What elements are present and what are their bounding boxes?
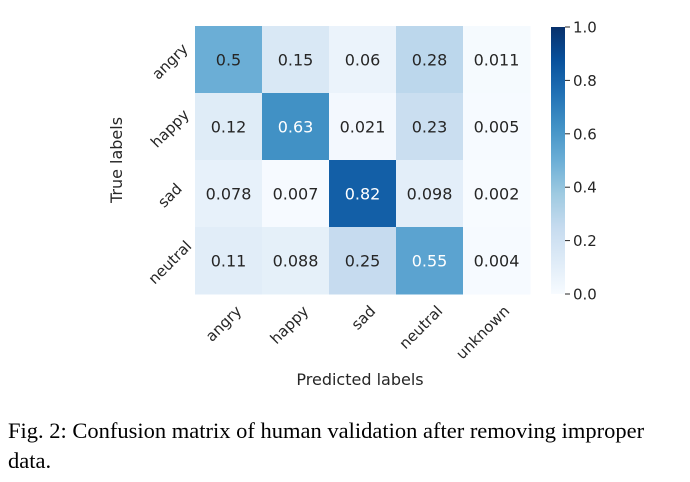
x-tick-label: unknown bbox=[452, 302, 513, 363]
colorbar-tick-label: 0.6 bbox=[573, 125, 597, 143]
x-tick-label: happy bbox=[267, 302, 313, 348]
caption-text: Confusion matrix of human validation aft… bbox=[8, 418, 650, 473]
heatmap-cell bbox=[396, 26, 464, 94]
y-tick-label: sad bbox=[154, 180, 185, 211]
heatmap-cell bbox=[463, 26, 531, 94]
cell-value-label: 0.098 bbox=[407, 185, 453, 204]
heatmap-cell bbox=[329, 26, 397, 94]
heatmap-cell-labels: 0.5 0.15 0.06 0.28 0.011 0.12 0.63 0.021 0.23 0.0… bbox=[206, 51, 520, 271]
heatmap-cell bbox=[329, 227, 397, 295]
heatmap-cell bbox=[262, 93, 330, 161]
colorbar-tick-label: 1.0 bbox=[573, 19, 597, 37]
heatmap-cell bbox=[396, 93, 464, 161]
colorbar-tick-label: 0.8 bbox=[573, 72, 597, 90]
cell-value-label: 0.15 bbox=[278, 51, 314, 70]
heatmap-cell bbox=[262, 227, 330, 295]
cell-value-label: 0.28 bbox=[412, 51, 448, 70]
x-tick-label: angry bbox=[202, 302, 245, 345]
heatmap-cell bbox=[396, 227, 464, 295]
confusion-matrix-figure: 0.5 0.15 0.06 0.28 0.011 0.12 0.63 0.021 0.23 0.0… bbox=[107, 19, 597, 390]
cell-value-label: 0.23 bbox=[412, 118, 448, 137]
x-tick-label: sad bbox=[348, 302, 379, 333]
heatmap-cell bbox=[262, 26, 330, 94]
heatmap-cell bbox=[396, 160, 464, 228]
colorbar-tick-label: 0.2 bbox=[573, 232, 597, 250]
colorbar: 1.0 0.8 0.6 0.4 0.2 0.0 bbox=[551, 19, 597, 304]
heatmap-cell bbox=[329, 160, 397, 228]
y-tick-label: angry bbox=[148, 40, 191, 83]
colorbar-ticks: 1.0 0.8 0.6 0.4 0.2 0.0 bbox=[565, 19, 597, 304]
cell-value-label: 0.011 bbox=[474, 51, 520, 70]
cell-value-label: 0.088 bbox=[273, 252, 319, 271]
cell-value-label: 0.82 bbox=[345, 185, 381, 204]
heatmap-cell bbox=[463, 227, 531, 295]
cell-value-label: 0.5 bbox=[216, 51, 241, 70]
heatmap-cell bbox=[195, 227, 263, 295]
cell-value-label: 0.12 bbox=[211, 118, 247, 137]
heatmap-cell bbox=[195, 26, 263, 94]
cell-value-label: 0.25 bbox=[345, 252, 381, 271]
heatmap-cells bbox=[195, 26, 531, 295]
x-tick-labels: angry happy sad neutral unknown bbox=[202, 302, 513, 363]
caption-label: Fig. 2: bbox=[8, 418, 67, 443]
colorbar-gradient bbox=[551, 27, 565, 294]
x-tick-label: neutral bbox=[396, 302, 447, 353]
colorbar-tick-label: 0.0 bbox=[573, 286, 597, 304]
heatmap-cell bbox=[262, 160, 330, 228]
colorbar-tick-label: 0.4 bbox=[573, 179, 597, 197]
cell-value-label: 0.06 bbox=[345, 51, 381, 70]
cell-value-label: 0.55 bbox=[412, 252, 448, 271]
cell-value-label: 0.11 bbox=[211, 252, 247, 271]
cell-value-label: 0.005 bbox=[474, 118, 520, 137]
cell-value-label: 0.078 bbox=[206, 185, 252, 204]
cell-value-label: 0.004 bbox=[474, 252, 520, 271]
cell-value-label: 0.63 bbox=[278, 118, 314, 137]
figure-caption: Fig. 2: Confusion matrix of human valida… bbox=[8, 416, 684, 476]
heatmap-cell bbox=[195, 93, 263, 161]
y-axis-label: True labels bbox=[107, 117, 126, 204]
y-tick-label: happy bbox=[147, 106, 193, 152]
heatmap-cell bbox=[329, 93, 397, 161]
cell-value-label: 0.002 bbox=[474, 185, 520, 204]
cell-value-label: 0.021 bbox=[340, 118, 386, 137]
heatmap-cell bbox=[463, 160, 531, 228]
y-tick-label: neutral bbox=[145, 237, 196, 288]
x-axis-label: Predicted labels bbox=[296, 370, 423, 389]
cell-value-label: 0.007 bbox=[273, 185, 319, 204]
heatmap-cell bbox=[463, 93, 531, 161]
heatmap-cell bbox=[195, 160, 263, 228]
y-tick-labels: angry happy sad neutral bbox=[145, 40, 196, 288]
